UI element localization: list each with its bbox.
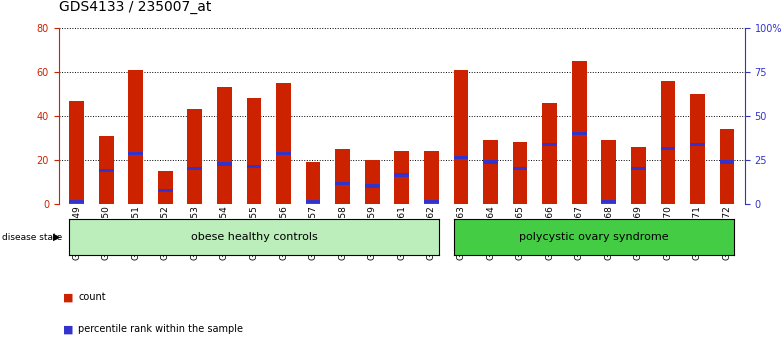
Bar	[306, 200, 321, 203]
Bar	[513, 142, 528, 204]
Bar	[129, 152, 143, 155]
Bar	[336, 149, 350, 204]
Bar	[661, 147, 675, 150]
Bar	[454, 156, 468, 159]
Bar	[720, 129, 735, 204]
Bar	[187, 109, 202, 204]
Bar	[69, 101, 84, 204]
Bar	[99, 136, 114, 204]
Text: ■: ■	[63, 292, 73, 302]
Text: percentile rank within the sample: percentile rank within the sample	[78, 324, 243, 334]
Bar	[543, 143, 557, 146]
Bar	[483, 160, 498, 164]
Text: GDS4133 / 235007_at: GDS4133 / 235007_at	[59, 0, 211, 14]
Bar	[99, 169, 114, 172]
Bar	[217, 87, 232, 204]
Bar	[424, 151, 439, 204]
Bar	[572, 61, 586, 204]
Bar	[306, 162, 321, 204]
Bar	[336, 182, 350, 185]
Bar	[187, 167, 202, 170]
Bar	[543, 103, 557, 204]
Bar	[720, 160, 735, 164]
Bar	[365, 160, 379, 204]
Bar	[158, 171, 172, 204]
Text: obese healthy controls: obese healthy controls	[191, 232, 318, 242]
Bar	[601, 200, 616, 203]
Text: count: count	[78, 292, 106, 302]
Bar	[276, 152, 291, 155]
Bar	[217, 162, 232, 166]
Bar	[129, 70, 143, 204]
Bar	[661, 81, 675, 204]
Bar	[365, 184, 379, 188]
Bar	[513, 167, 528, 170]
Bar	[394, 151, 409, 204]
Bar	[601, 140, 616, 204]
Bar	[158, 189, 172, 192]
Bar	[454, 70, 468, 204]
Bar	[690, 143, 705, 146]
Bar	[276, 83, 291, 204]
Bar	[572, 132, 586, 135]
Text: ▶: ▶	[53, 232, 61, 242]
Bar	[631, 147, 646, 204]
Text: disease state: disease state	[2, 233, 62, 242]
Bar	[690, 94, 705, 204]
Text: ■: ■	[63, 324, 73, 334]
Bar	[631, 167, 646, 170]
Bar	[424, 200, 439, 203]
Text: polycystic ovary syndrome: polycystic ovary syndrome	[519, 232, 669, 242]
Bar	[246, 98, 261, 204]
Bar	[394, 173, 409, 177]
Bar	[69, 200, 84, 203]
Bar	[483, 140, 498, 204]
Bar	[246, 165, 261, 168]
